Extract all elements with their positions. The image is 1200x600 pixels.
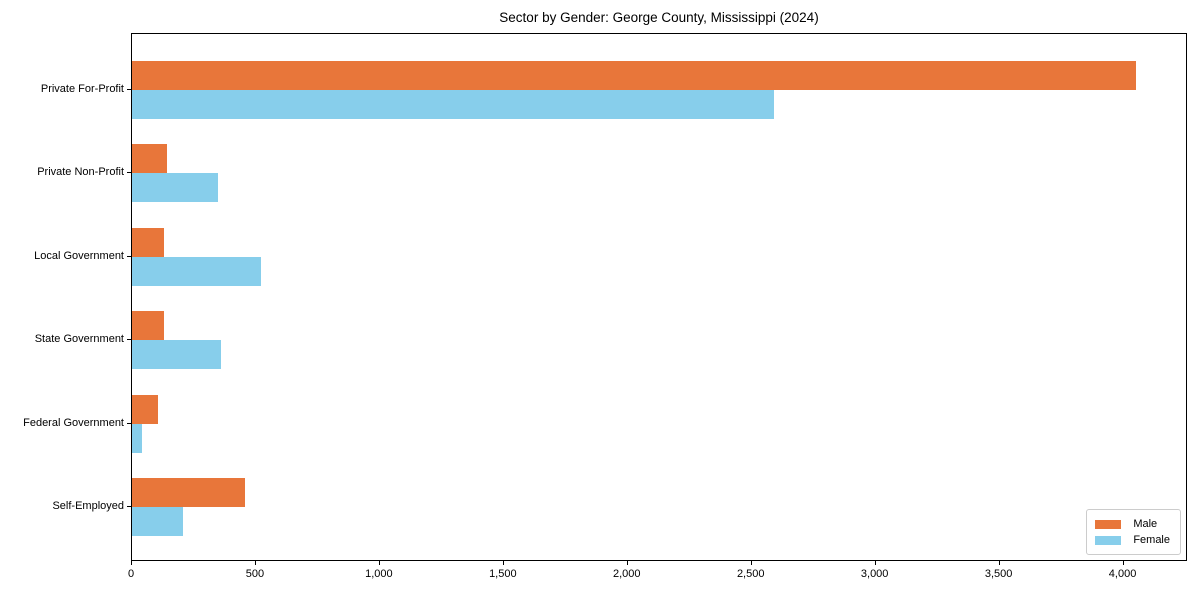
x-tick-mark [874,561,876,565]
x-tick-mark [254,561,256,565]
bar-male-private-for-profit [132,60,1136,90]
x-tick-mark [998,561,1000,565]
bar-male-federal-government [132,394,159,424]
legend-item-male: Male [1095,516,1170,532]
x-tick-label: 500 [245,568,265,580]
bar-female-federal-government [132,423,142,453]
y-tick-label: Self-Employed [52,500,124,512]
y-tick-mark [127,88,131,90]
chart-title: Sector by Gender: George County, Mississ… [499,10,819,25]
y-tick-label: Local Government [34,249,124,262]
x-tick-label: 4,000 [1108,568,1137,580]
bar-male-self-employed [132,478,245,507]
bar-female-self-employed [132,507,183,536]
y-tick-label: Private Non-Profit [37,166,124,178]
legend: Male Female [1086,509,1181,555]
bar-female-private-non-profit [132,173,218,202]
x-tick-mark [1122,561,1124,565]
y-tick-mark [127,255,131,257]
x-tick-label: 1,000 [365,568,393,580]
bar-male-state-government [132,311,165,340]
legend-swatch-male [1095,519,1122,529]
bar-male-local-government [132,227,165,257]
x-tick-label: 2,500 [736,568,765,580]
x-tick-mark [626,561,628,565]
y-tick-mark [127,172,131,173]
x-tick-label: 3,000 [860,568,889,580]
bar-male-private-non-profit [132,144,167,173]
bar-female-local-government [132,256,261,286]
x-tick-label: 3,500 [984,568,1013,580]
bar-female-private-for-profit [132,89,775,119]
x-tick-mark [131,561,132,565]
y-tick-label: Federal Government [23,416,124,429]
legend-swatch-female [1095,535,1122,545]
y-tick-label: Private For-Profit [40,82,124,95]
y-tick-mark [127,506,131,507]
x-tick-label: 1,500 [489,568,517,580]
legend-item-female: Female [1095,532,1170,548]
plot-area: Male Female [131,33,1187,561]
bar-female-state-government [132,340,222,369]
y-tick-mark [127,339,131,340]
x-tick-mark [502,561,504,565]
x-tick-label: 0 [127,568,135,580]
y-tick-mark [127,422,131,424]
x-tick-mark [378,561,380,565]
x-tick-mark [750,561,752,565]
legend-label: Male [1133,518,1158,530]
y-tick-label: State Government [34,333,124,345]
x-tick-label: 2,000 [613,568,641,580]
legend-label: Female [1133,534,1170,546]
